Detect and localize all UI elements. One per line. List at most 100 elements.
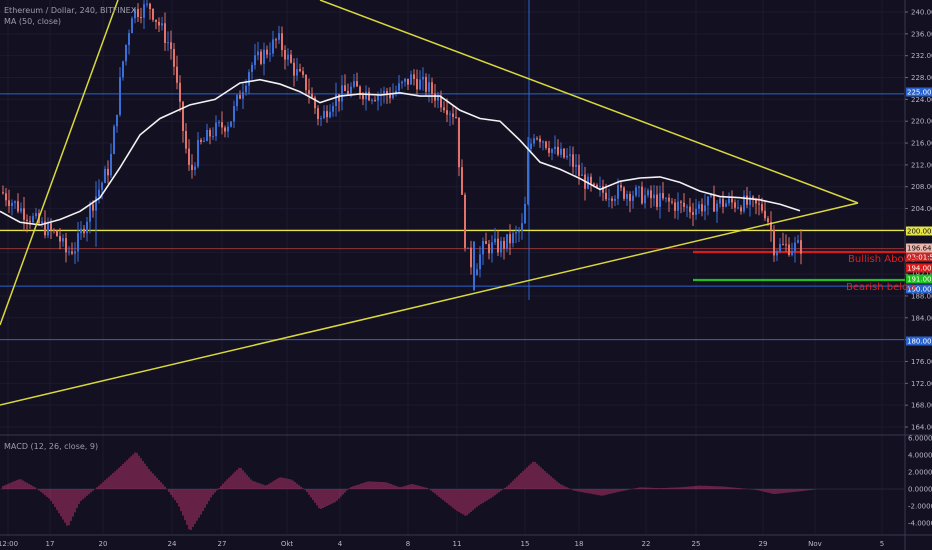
- y-tick-label: 168.00: [911, 402, 932, 410]
- candle-body: [161, 23, 163, 26]
- candle-body: [233, 106, 235, 122]
- x-tick-label: 8: [406, 540, 410, 548]
- trendline-steep: [0, 0, 119, 326]
- y-tick-label: 224.00: [911, 96, 932, 104]
- candle-body: [617, 185, 619, 199]
- price-tag-bg: [906, 274, 932, 284]
- price-tag-bg: [906, 336, 932, 346]
- candle-body: [605, 192, 607, 200]
- bullish-above-label: Bullish Above: [848, 254, 916, 265]
- candle-body: [563, 148, 565, 158]
- candle-body: [185, 130, 187, 149]
- candle-body: [404, 78, 406, 82]
- ma-indicator-label: MA (50, close): [4, 17, 62, 26]
- candle-body: [500, 240, 502, 253]
- candle-body: [581, 174, 583, 176]
- candle-body: [260, 51, 262, 64]
- candle-body: [485, 241, 487, 244]
- candle-body: [284, 49, 286, 60]
- candle-body: [512, 233, 514, 244]
- candle-body: [365, 91, 367, 100]
- candle-body: [137, 8, 139, 18]
- candle-body: [323, 111, 325, 119]
- candle-body: [554, 146, 556, 150]
- candle-body: [356, 81, 358, 87]
- candle-body: [728, 198, 730, 204]
- price-tag-label: 194.00: [907, 265, 932, 273]
- candle-body: [689, 206, 691, 213]
- candle-body: [779, 244, 781, 252]
- candle-body: [674, 202, 676, 211]
- candle-body: [503, 240, 505, 249]
- candle-body: [497, 238, 499, 253]
- candle-body: [443, 107, 445, 111]
- x-tick-label: 20: [99, 540, 108, 548]
- candle-body: [434, 93, 436, 101]
- y-tick-label: 208.00: [911, 183, 932, 191]
- candle-body: [341, 85, 343, 102]
- candle-body: [176, 66, 178, 83]
- candle-body: [65, 238, 67, 253]
- candle-body: [80, 228, 82, 234]
- candle-body: [146, 3, 148, 5]
- candle-body: [698, 204, 700, 209]
- candle-body: [140, 17, 142, 19]
- candle-body: [311, 93, 313, 98]
- price-tag-label: 200.00: [907, 228, 932, 236]
- candle-body: [299, 68, 301, 72]
- candle-body: [425, 76, 427, 92]
- candle-body: [20, 208, 22, 212]
- candle-body: [569, 154, 571, 156]
- candle-body: [413, 74, 415, 79]
- candle-body: [98, 189, 100, 197]
- x-tick-label: 15: [521, 540, 530, 548]
- y-tick-label: 172.00: [911, 380, 932, 388]
- candle-body: [221, 122, 223, 128]
- candle-body: [125, 44, 127, 62]
- candle-body: [239, 95, 241, 99]
- candle-body: [173, 48, 175, 67]
- candle-body: [683, 202, 685, 207]
- price-tag-bg: [906, 252, 932, 262]
- candle-body: [152, 8, 154, 20]
- candle-body: [131, 18, 133, 34]
- candle-body: [782, 244, 784, 246]
- candle-body: [245, 85, 247, 93]
- macd-tick-label: -4.0000: [908, 520, 932, 528]
- macd-tick-label: 4.0000: [908, 452, 932, 460]
- candle-body: [599, 186, 601, 188]
- candle-body: [92, 204, 94, 211]
- y-tick-label: 188.00: [911, 292, 932, 300]
- candles: [2, 0, 802, 291]
- candle-body: [710, 195, 712, 197]
- candle-body: [134, 8, 136, 19]
- candle-body: [362, 95, 364, 100]
- price-tag-label: 03:01:55: [907, 254, 932, 262]
- y-tick-label: 240.00: [911, 9, 932, 17]
- candle-body: [626, 193, 628, 199]
- candle-body: [251, 64, 253, 73]
- ma-line: [0, 78, 801, 226]
- macd-tick-label: 6.0000: [908, 435, 932, 443]
- candle-body: [482, 241, 484, 255]
- price-tag-label: 196.64: [907, 245, 932, 253]
- candle-body: [668, 197, 670, 202]
- candle-body: [797, 240, 799, 243]
- candle-body: [590, 176, 592, 184]
- candle-body: [293, 62, 295, 76]
- candle-body: [641, 186, 643, 204]
- candle-body: [326, 111, 328, 118]
- x-tick-label: 4: [338, 540, 343, 548]
- candle-body: [794, 242, 796, 252]
- candle-body: [488, 243, 490, 254]
- price-tag-bg: [906, 226, 932, 236]
- candle-body: [320, 118, 322, 120]
- candle-body: [290, 54, 292, 63]
- candle-body: [275, 39, 277, 41]
- candle-body: [89, 204, 91, 222]
- candle-body: [47, 223, 49, 236]
